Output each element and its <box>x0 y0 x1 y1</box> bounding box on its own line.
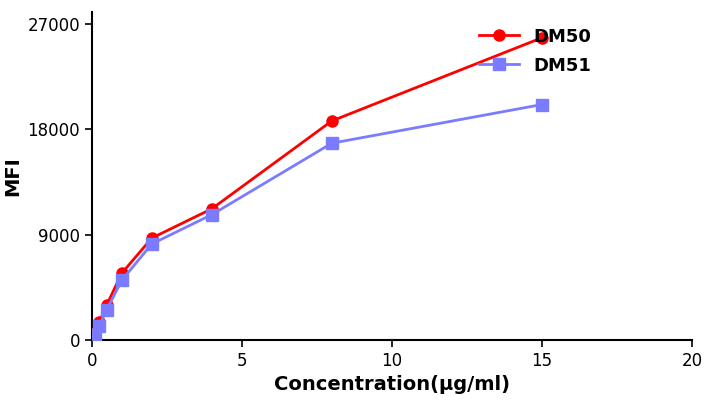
Line: DM50: DM50 <box>86 32 547 345</box>
X-axis label: Concentration(μg/ml): Concentration(μg/ml) <box>274 375 510 394</box>
DM51 <box>148 242 156 246</box>
DM50 <box>91 330 100 335</box>
DM51 <box>91 332 100 337</box>
DM51 <box>538 102 546 107</box>
DM50 <box>95 320 104 325</box>
DM50 <box>328 118 336 123</box>
DM51 <box>208 212 216 217</box>
DM51 <box>102 307 111 312</box>
Y-axis label: MFI: MFI <box>3 156 22 196</box>
DM51 <box>88 337 96 342</box>
DM50 <box>90 335 98 340</box>
DM50 <box>208 206 216 211</box>
DM51 <box>90 336 98 341</box>
Legend: DM50, DM51: DM50, DM51 <box>479 28 591 75</box>
DM50 <box>538 35 546 40</box>
DM50 <box>117 271 126 276</box>
Line: DM51: DM51 <box>86 99 547 345</box>
DM50 <box>88 337 96 342</box>
DM51 <box>95 324 104 328</box>
DM51 <box>117 278 126 283</box>
DM50 <box>148 236 156 240</box>
DM51 <box>328 141 336 146</box>
DM50 <box>102 302 111 307</box>
